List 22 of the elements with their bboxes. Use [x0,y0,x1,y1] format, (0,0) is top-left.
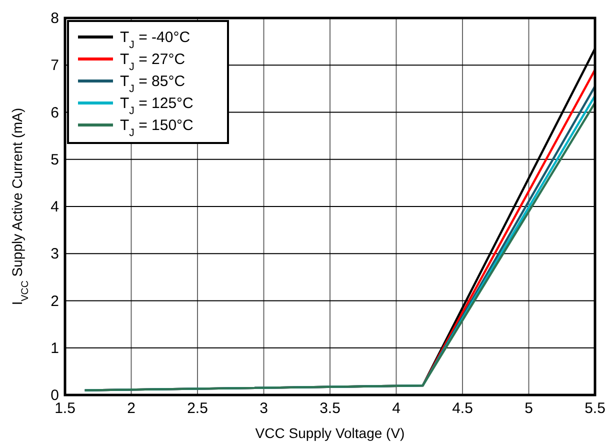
x-tick-label: 3.5 [320,400,340,417]
x-tick-label: 2 [127,400,136,417]
x-axis-title: VCC Supply Voltage (V) [255,425,405,441]
legend-label: T$_{J}$ = 125°C [120,95,194,117]
legend-label: T$_{J}$ = 150°C [120,117,194,139]
y-tick-label: 8 [50,10,59,27]
y-tick-label: 6 [50,104,59,122]
x-tick-label: 4 [392,400,400,417]
x-tick-label: 5.5 [584,400,606,417]
y-tick-label: 7 [50,57,59,74]
legend-label: T$_{J}$ = 85°C [120,73,186,95]
x-tick-label: 5 [524,400,533,417]
y-tick-label: 2 [50,292,59,310]
legend-label: T$_{J}$ = -40°C [120,29,190,51]
y-tick-label: 4 [50,198,59,216]
y-tick-label: 3 [50,246,59,263]
legend-label: T$_{J}$ = 27°C [120,51,186,73]
x-tick-label: 4.5 [452,400,473,417]
y-tick-label: 1 [50,340,59,357]
y-tick-label: 5 [50,151,59,168]
x-tick-label: 3 [260,400,268,417]
x-tick-label: 2.5 [187,400,208,417]
